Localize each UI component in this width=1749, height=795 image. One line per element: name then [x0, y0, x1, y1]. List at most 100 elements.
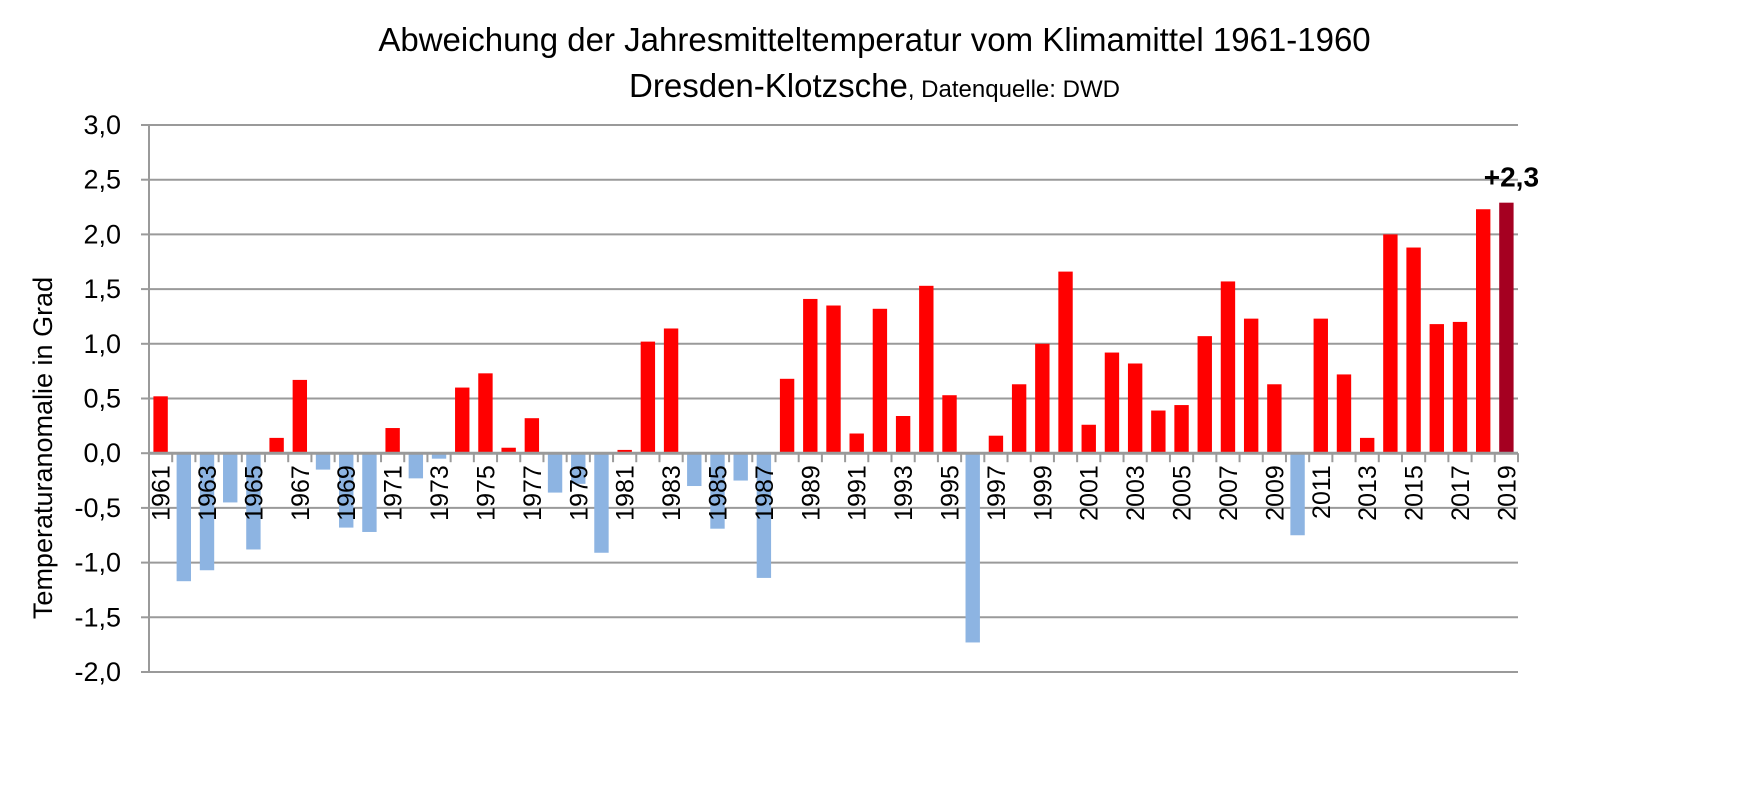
- x-tick-label: 2011: [1308, 465, 1336, 519]
- bar-2001: [1081, 424, 1096, 454]
- bar-1992: [872, 308, 888, 454]
- x-tick-label: 1983: [658, 465, 686, 521]
- x-tick-label: 2007: [1215, 465, 1243, 521]
- bar-1999: [1035, 343, 1050, 454]
- y-tick-label: 2,5: [83, 165, 121, 195]
- x-tick-label: 1979: [565, 465, 593, 521]
- bar-2013: [1359, 437, 1375, 454]
- x-tick-label: 2005: [1169, 465, 1197, 521]
- x-tick-label: 1963: [194, 465, 222, 521]
- y-tick-label: 0,0: [83, 438, 121, 468]
- bar-2009: [1267, 384, 1282, 454]
- x-tick-label: 1969: [333, 465, 361, 521]
- bar-2019: [1499, 202, 1514, 454]
- bar-1987: [756, 453, 772, 578]
- x-tick-labels: 1961 1963 1965 1967 1969 1971 1973 1975 1977 1979…: [148, 465, 1522, 521]
- x-tick-label: 1961: [148, 465, 176, 521]
- bar-1997: [988, 435, 1004, 454]
- bar-1994: [919, 285, 934, 454]
- bar-2017: [1452, 321, 1468, 454]
- bar-1993: [895, 416, 911, 454]
- y-tick-label: -0,5: [74, 493, 121, 523]
- x-tick-label: 2001: [1076, 465, 1104, 521]
- x-tick-label: 1991: [844, 465, 872, 521]
- bar-1976: [501, 447, 516, 454]
- bar-1979: [571, 453, 586, 484]
- x-tick-label: 1975: [472, 465, 500, 521]
- bar-1981: [617, 449, 632, 454]
- y-tick-label: -2,0: [74, 657, 121, 687]
- bar-2014: [1383, 234, 1398, 454]
- x-tick-label: 1997: [983, 465, 1011, 521]
- bar-1977: [524, 418, 540, 454]
- title-main: Abweichung der Jahresmitteltemperatur vo…: [378, 21, 1371, 58]
- x-tick-label: 1973: [426, 465, 454, 521]
- bar-1985: [710, 453, 725, 529]
- bar-2008: [1243, 318, 1259, 454]
- y-tick-labels: 3,0 2,5 2,0 1,5 1,0 0,5 0,0 -0,5 -1,0 -1,5 -2,0: [74, 110, 121, 687]
- bar-1969: [339, 453, 354, 528]
- x-tick-label: 1987: [751, 465, 779, 521]
- callout-label: +2,3: [1484, 162, 1539, 193]
- bar-2000: [1058, 271, 1073, 454]
- bar-1990: [826, 305, 841, 454]
- bar-1984: [687, 453, 702, 487]
- bar-2006: [1197, 336, 1212, 454]
- x-tick-label: 1967: [287, 465, 315, 521]
- bar-1971: [385, 428, 400, 454]
- bar-1995: [942, 395, 957, 454]
- x-tick-label: 2013: [1354, 465, 1382, 521]
- bars: [153, 202, 1514, 643]
- x-tick-label: 2019: [1493, 465, 1521, 521]
- title-subtitle: Dresden-Klotzsche, Datenquelle: DWD: [0, 62, 1749, 117]
- x-tick-label: 1999: [1029, 465, 1057, 521]
- y-tick-label: -1,5: [74, 602, 121, 632]
- x-tick-label: 2003: [1122, 465, 1150, 521]
- bar-1967: [292, 379, 308, 454]
- bar-2015: [1406, 247, 1421, 454]
- x-tick-label: 1995: [937, 465, 965, 521]
- bar-1983: [663, 328, 679, 454]
- x-axis: [148, 451, 1519, 463]
- bar-1986: [733, 453, 748, 481]
- x-tick-label: 1981: [612, 465, 640, 521]
- bar-1966: [269, 437, 284, 454]
- bar-1996: [965, 453, 980, 643]
- x-tick-label: 1985: [704, 465, 732, 521]
- bar-2010: [1290, 453, 1305, 536]
- x-tick-label: 1971: [380, 465, 408, 521]
- y-tick-label: 2,0: [83, 219, 121, 249]
- y-tick-label: -1,0: [74, 548, 121, 578]
- bar-1975: [478, 373, 493, 454]
- bar-2005: [1174, 405, 1189, 454]
- bar-2016: [1429, 324, 1444, 454]
- bar-2018: [1476, 209, 1491, 454]
- bar-1978: [547, 453, 563, 493]
- bar-1972: [408, 453, 424, 479]
- bar-1961: [153, 396, 168, 454]
- bar-1974: [455, 387, 470, 454]
- bar-1962: [176, 453, 191, 582]
- bar-1998: [1011, 384, 1027, 454]
- bar-2007: [1220, 281, 1236, 454]
- bar-2002: [1104, 352, 1120, 454]
- x-tick-label: 2015: [1401, 465, 1429, 521]
- bar-1980: [594, 453, 609, 553]
- bar-2011: [1313, 318, 1328, 454]
- x-tick-label: 1993: [890, 465, 918, 521]
- bar-2003: [1127, 363, 1143, 454]
- bar-2012: [1336, 374, 1352, 454]
- bar-1963: [199, 453, 215, 571]
- bar-1970: [362, 453, 377, 532]
- bar-1988: [779, 378, 795, 454]
- y-tick-label: 3,0: [83, 110, 121, 140]
- bar-1965: [246, 453, 261, 550]
- bar-1991: [849, 433, 864, 454]
- x-tick-label: 1965: [240, 465, 268, 521]
- x-tick-label: 1977: [519, 465, 547, 521]
- y-tick-label: 0,5: [83, 384, 121, 414]
- bar-1968: [315, 453, 331, 470]
- bar-1973: [431, 453, 447, 459]
- y-tick-label: 1,5: [83, 274, 121, 304]
